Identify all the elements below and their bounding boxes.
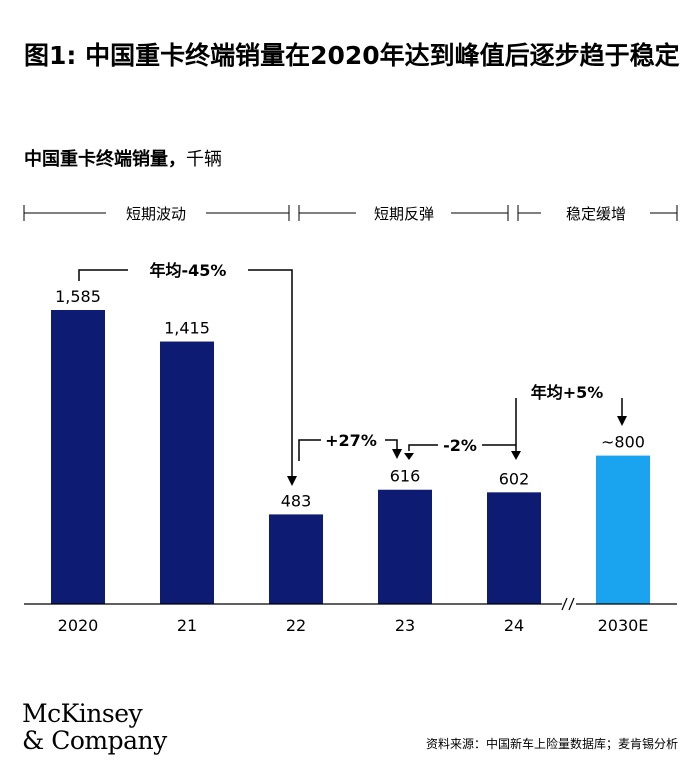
value-label-23: 616: [390, 467, 421, 486]
cagr-decline-arrow: [78, 269, 293, 478]
axis-break-mark: [561, 597, 568, 611]
bar-2020: [51, 310, 105, 604]
decline-24-arrow: [408, 398, 517, 453]
axis-break-mark: [568, 597, 575, 611]
decline-24-label: -2%: [443, 436, 477, 455]
bar-22: [269, 514, 323, 604]
arrowhead: [511, 451, 521, 460]
arrowhead: [392, 449, 402, 459]
value-labels-group: 1,585 1,415 483 616 602 ~800: [55, 287, 645, 510]
logo-line-2: & Company: [22, 726, 167, 755]
source-note: 资料来源：中国新车上险量数据库；麦肯锡分析: [425, 737, 678, 751]
tick-label-23: 23: [395, 616, 415, 635]
arrowhead: [404, 453, 414, 460]
x-axis: [24, 597, 677, 611]
value-label-2020: 1,585: [55, 287, 101, 306]
arrowhead: [287, 476, 297, 486]
value-label-22: 483: [281, 491, 312, 510]
tick-label-22: 22: [286, 616, 306, 635]
subtitle-unit: 千辆: [186, 149, 222, 170]
tick-label-21: 21: [177, 616, 197, 635]
cagr-growth-label: 年均+5%: [531, 383, 604, 402]
mckinsey-logo: McKinsey & Company: [22, 700, 167, 754]
value-label-21: 1,415: [164, 319, 210, 338]
tick-label-2020: 2020: [58, 616, 99, 635]
logo-line-1: McKinsey: [22, 699, 143, 728]
value-label-2030E: ~800: [601, 433, 645, 452]
phase-label-steady: 稳定缓增: [566, 205, 626, 223]
bar-24: [487, 492, 541, 604]
growth-23-arrow: [298, 439, 398, 461]
tick-label-24: 24: [504, 616, 524, 635]
tick-labels-group: 2020 21 22 23 24 2030E: [58, 616, 649, 635]
value-label-24: 602: [499, 469, 530, 488]
tick-label-2030E: 2030E: [598, 616, 649, 635]
bars-group: [51, 310, 650, 604]
phase-label-rebound: 短期反弹: [374, 205, 434, 223]
phase-label-volatile: 短期波动: [126, 205, 186, 223]
cagr-decline-label: 年均-45%: [150, 261, 227, 280]
growth-23-label: +27%: [325, 431, 377, 450]
chart-subtitle: 中国重卡终端销量，千辆: [24, 145, 222, 171]
bar-2030E: [596, 455, 650, 604]
bar-21: [160, 341, 214, 604]
chart-title: 图1: 中国重卡终端销量在2020年达到峰值后逐步趋于稳定: [24, 41, 680, 70]
phase-brackets: [23, 205, 678, 221]
bar-23: [378, 489, 432, 604]
subtitle-main: 中国重卡终端销量，: [24, 149, 186, 170]
arrowhead: [617, 416, 627, 426]
